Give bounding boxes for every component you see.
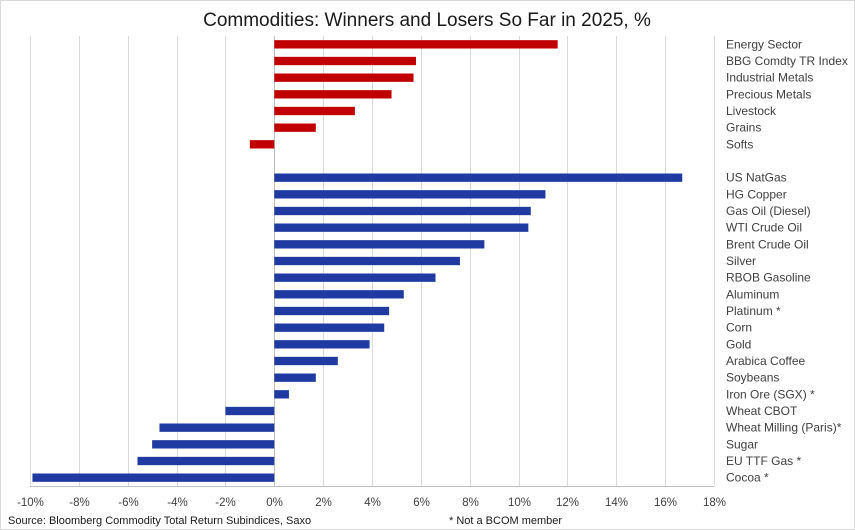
category-label-iron-ore-sgx: Iron Ore (SGX) * [726,387,815,401]
x-tick-label: -4% [167,497,187,509]
x-tick-label: 18% [703,497,726,509]
bar-corn [274,323,385,332]
bar-gold [274,340,370,349]
x-tick-label: 4% [364,497,381,509]
source-note: Source: Bloomberg Commodity Total Return… [8,515,311,527]
bar-us-natgas [274,173,683,182]
x-tick-label: -8% [69,497,89,509]
category-labels: Energy Sector BBG Comdty TR Index Industri… [726,37,848,484]
bar-gas-oil-diesel [274,206,531,216]
category-label-industrial-metals: Industrial Metals [726,71,813,85]
x-tick-label: 0% [266,497,283,509]
x-tick-label: -2% [215,497,235,509]
bars [32,40,683,482]
category-label-grains: Grains [726,121,761,135]
category-label-hg-copper: HG Copper [726,187,787,201]
category-label-wti-crude-oil: WTI Crude Oil [726,221,802,235]
x-axis-ticks: -10% -8% -6% -4% -2% 0% 2% 4% 6% 8% 10% 12% 14% 16% 18… [17,497,726,509]
bar-sugar [152,440,275,449]
category-label-rbob-gasoline: RBOB Gasoline [726,271,811,285]
bar-aluminum [274,290,404,299]
category-label-brent-crude-oil: Brent Crude Oil [726,237,809,251]
bar-precious-metals [274,90,392,99]
category-label-gold: Gold [726,337,751,351]
chart-title: Commodities: Winners and Losers So Far i… [203,10,651,31]
bar-energy-sector [274,40,558,49]
x-tick-label: 6% [413,497,430,509]
bar-eu-ttf-gas [137,456,275,466]
category-label-platinum: Platinum * [726,304,781,318]
category-label-bbg-comdty-tr-index: BBG Comdty TR Index [726,54,848,68]
bar-wheat-milling-paris [159,423,275,432]
category-label-eu-ttf-gas: EU TTF Gas * [726,454,801,468]
category-label-corn: Corn [726,321,752,335]
bar-livestock [274,106,355,116]
category-label-aluminum: Aluminum [726,287,779,301]
x-tick-label: -10% [17,497,44,509]
bar-iron-ore-sgx [274,390,289,399]
x-tick-label: -6% [118,497,138,509]
category-label-sugar: Sugar [726,437,758,451]
category-label-wheat-cbot: Wheat CBOT [726,404,798,418]
x-tick-label: 12% [556,497,579,509]
category-label-arabica-coffee: Arabica Coffee [726,354,805,368]
x-tick-label: 16% [654,497,677,509]
bar-wti-crude-oil [274,223,529,232]
bar-bbg-comdty-tr-index [274,56,416,66]
category-label-energy-sector: Energy Sector [726,37,802,51]
category-label-us-natgas: US NatGas [726,171,787,185]
bar-wheat-cbot [225,406,275,416]
bar-cocoa [32,473,275,482]
x-tick-label: 10% [508,497,531,509]
bar-platinum [274,306,390,316]
bar-arabica-coffee [274,356,338,366]
x-tick-label: 2% [315,497,332,509]
bar-soybeans [274,373,316,382]
category-label-wheat-milling-paris: Wheat Milling (Paris)* [726,421,842,435]
bar-rbob-gasoline [274,273,436,282]
category-label-precious-metals: Precious Metals [726,87,811,101]
x-tick-label: 14% [605,497,628,509]
bar-hg-copper [274,190,546,199]
bar-silver [274,256,460,266]
category-label-softs: Softs [726,137,753,151]
bar-industrial-metals [274,73,414,82]
bar-softs [249,140,275,149]
bar-brent-crude-oil [274,240,485,249]
bar-grains [274,123,316,132]
x-tick-label: 8% [462,497,479,509]
category-label-livestock: Livestock [726,104,777,118]
footnote: * Not a BCOM member [449,515,562,527]
category-label-gas-oil-diesel: Gas Oil (Diesel) [726,204,811,218]
category-label-silver: Silver [726,254,756,268]
category-label-soybeans: Soybeans [726,371,779,385]
category-label-cocoa: Cocoa * [726,471,769,485]
